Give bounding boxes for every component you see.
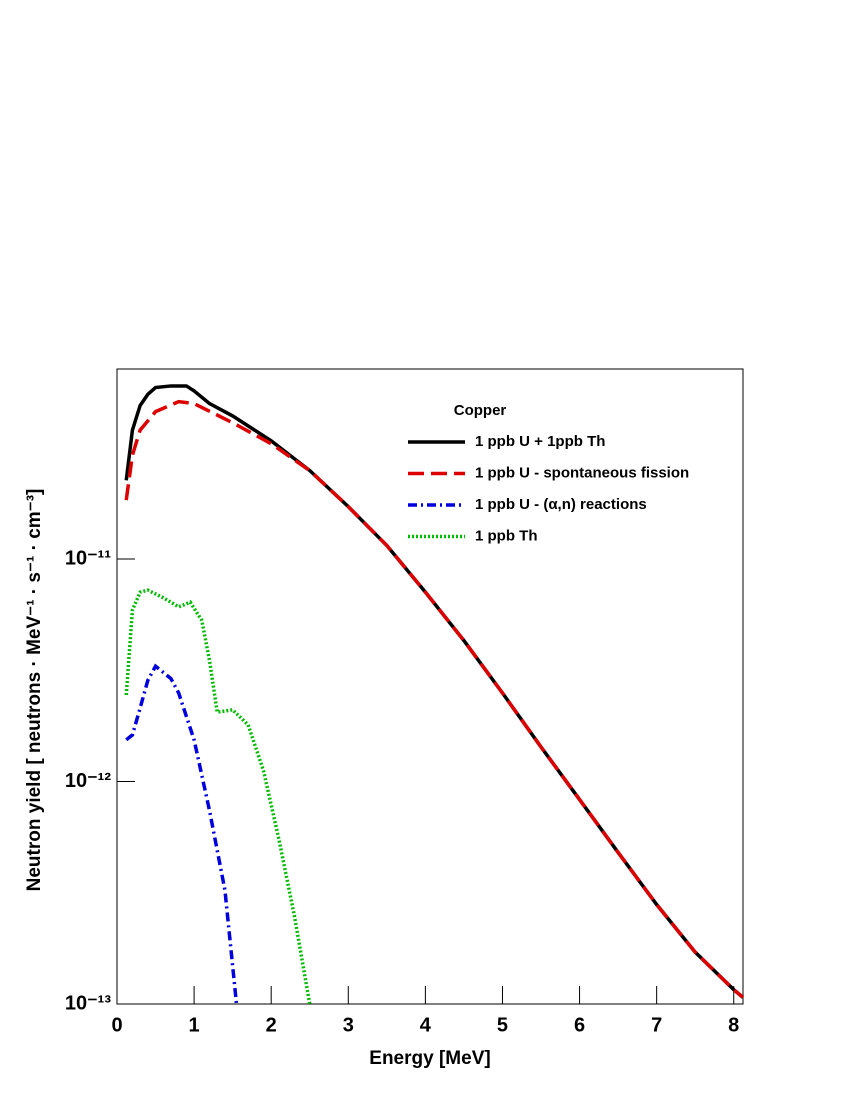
y-tick-label: 10⁻¹¹	[65, 547, 111, 569]
x-tick-label: 3	[343, 1014, 354, 1036]
x-tick-label: 5	[497, 1014, 508, 1036]
legend-label: 1 ppb U + 1ppb Th	[475, 433, 605, 450]
x-tick-label: 8	[728, 1014, 739, 1036]
x-tick-label: 6	[574, 1014, 585, 1036]
legend-label: 1 ppb U - spontaneous fission	[475, 464, 689, 481]
series-line	[124, 588, 312, 1005]
x-tick-label: 0	[111, 1014, 122, 1036]
x-tick-label: 2	[266, 1014, 277, 1036]
series-line	[125, 663, 239, 1005]
y-axis-label: Neutron yield [ neutrons · MeV⁻¹ · s⁻¹ ·…	[24, 489, 45, 892]
series-line	[124, 399, 745, 999]
x-tick-label: 4	[420, 1014, 432, 1036]
x-tick-label: 7	[651, 1014, 662, 1036]
legend-label: 1 ppb U - (α,n) reactions	[475, 496, 647, 513]
plot-frame	[116, 368, 744, 1005]
legend-label: 1 ppb Th	[475, 527, 538, 544]
y-tick-label: 10⁻¹³	[65, 992, 111, 1014]
x-tick-label: 1	[189, 1014, 200, 1036]
x-axis-label: Energy [MeV]	[369, 1048, 490, 1069]
y-tick-label: 10⁻¹²	[65, 770, 111, 792]
legend-title: Copper	[454, 402, 507, 419]
